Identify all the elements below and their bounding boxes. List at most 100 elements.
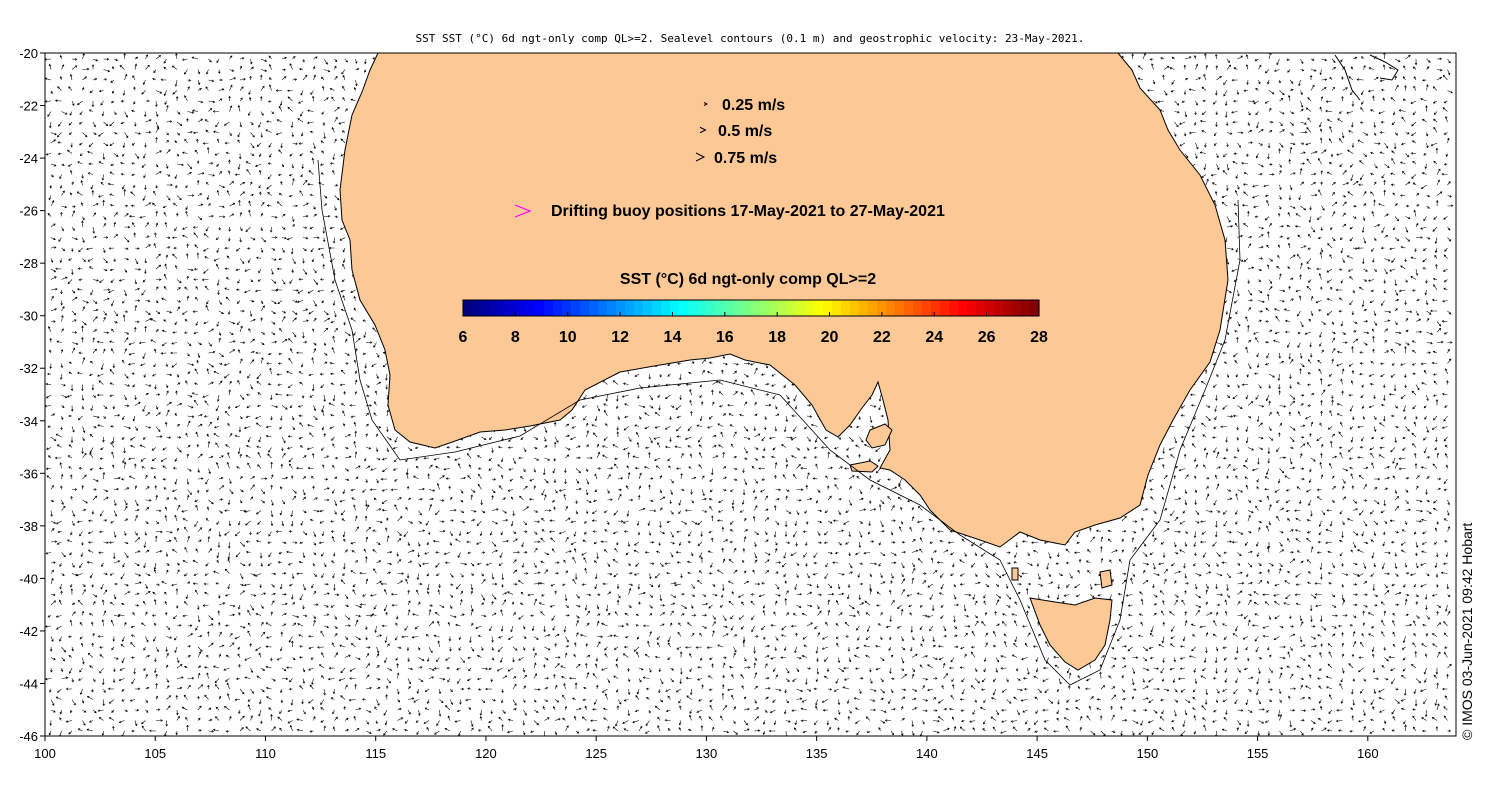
velocity-legend-arrow-icon <box>699 126 707 134</box>
buoy-legend: Drifting buoy positions 17-May-2021 to 2… <box>514 203 945 220</box>
colorbar-cell <box>985 300 995 316</box>
colorbar-cell <box>1012 300 1022 316</box>
colorbar-cell <box>778 300 788 316</box>
colorbar-cell <box>706 300 716 316</box>
colorbar-tick-label: 26 <box>978 329 996 346</box>
colorbar-cell <box>679 300 689 316</box>
y-tick-label: -30 <box>19 309 38 324</box>
buoy-legend-label: Drifting buoy positions 17-May-2021 to 2… <box>551 203 945 220</box>
sst-colorbar: SST (°C) 6d ngt-only comp QL>=2 6 8 10 12 14… <box>459 271 1048 346</box>
colorbar-scale <box>463 300 1040 316</box>
colorbar-cell <box>607 300 617 316</box>
colorbar-cell <box>832 300 842 316</box>
x-tick-label: 100 <box>34 746 56 761</box>
x-tick-label: 105 <box>144 746 166 761</box>
king-island <box>1011 567 1019 581</box>
colorbar-tick-label: 22 <box>873 329 891 346</box>
x-tick-label: 120 <box>475 746 497 761</box>
colorbar-frame <box>462 299 1040 317</box>
colorbar-label: SST (°C) 6d ngt-only comp QL>=2 <box>620 271 876 288</box>
colorbar-cell <box>814 300 824 316</box>
colorbar-tick-label: 10 <box>559 329 577 346</box>
colorbar-cell <box>904 300 914 316</box>
colorbar-tick-label: 24 <box>925 329 943 346</box>
y-tick-label: -22 <box>19 99 38 114</box>
colorbar-cell <box>571 300 581 316</box>
plot-frame <box>44 52 1457 737</box>
colorbar-cell <box>697 300 707 316</box>
colorbar-tick-label: 20 <box>821 329 839 346</box>
colorbar-cell <box>949 300 959 316</box>
y-tick-label: -32 <box>19 361 38 376</box>
colorbar-cell <box>994 300 1004 316</box>
colorbar-cell <box>472 300 482 316</box>
colorbar-cell <box>733 300 743 316</box>
colorbar-cell <box>724 300 734 316</box>
colorbar-cell <box>769 300 779 316</box>
colorbar-cell <box>886 300 896 316</box>
y-tick-label: -28 <box>19 256 38 271</box>
y-tick-label: -42 <box>19 624 38 639</box>
colorbar-cell <box>976 300 986 316</box>
x-tick-label: 145 <box>1026 746 1048 761</box>
colorbar-tick-label: 6 <box>459 329 468 346</box>
x-tick-label: 155 <box>1247 746 1269 761</box>
colorbar-cell <box>517 300 527 316</box>
colorbar-cell <box>490 300 500 316</box>
colorbar-cell <box>634 300 644 316</box>
colorbar-cell <box>481 300 491 316</box>
x-tick-label: 135 <box>806 746 828 761</box>
velocity-legend-label: 0.25 m/s <box>722 97 785 114</box>
colorbar-tick-label: 8 <box>511 329 520 346</box>
colorbar-cell <box>1003 300 1013 316</box>
colorbar-cell <box>661 300 671 316</box>
colorbar-tick-label: 16 <box>716 329 734 346</box>
velocity-legend-label: 0.5 m/s <box>718 123 772 140</box>
colorbar-cell <box>499 300 509 316</box>
velocity-legend-arrow-icon <box>695 152 706 162</box>
velocity-legend-label: 0.75 m/s <box>714 150 777 167</box>
x-tick-label: 110 <box>255 746 276 761</box>
y-tick-label: -40 <box>19 571 38 586</box>
y-tick-label: -20 <box>19 46 38 61</box>
colorbar-cell <box>670 300 680 316</box>
colorbar-cell <box>796 300 806 316</box>
colorbar-cell <box>508 300 518 316</box>
colorbar-cell <box>958 300 968 316</box>
y-tick-label: -24 <box>19 151 38 166</box>
tasmania-landmass <box>1029 597 1113 671</box>
kangaroo-island <box>849 460 879 473</box>
y-axis: -20 -22 -24 -26 -28 -30 -32 -34 -36 -38 -40 -42 -44 -… <box>19 46 45 744</box>
colorbar-tick-label: 12 <box>611 329 629 346</box>
map-title: SST SST (°C) 6d ngt-only comp QL>=2. Sea… <box>415 32 1085 45</box>
colorbar-cell <box>553 300 563 316</box>
colorbar-tick-label: 14 <box>664 329 682 346</box>
colorbar-cell <box>652 300 662 316</box>
colorbar-cell <box>805 300 815 316</box>
colorbar-cell <box>859 300 869 316</box>
x-tick-label: 115 <box>365 746 386 761</box>
colorbar-tick-label: 18 <box>768 329 786 346</box>
colorbar-cell <box>967 300 977 316</box>
velocity-legend: 0.25 m/s 0.5 m/s 0.75 m/s <box>695 97 785 167</box>
colorbar-cell <box>895 300 905 316</box>
y-tick-label: -26 <box>19 204 38 219</box>
x-tick-label: 125 <box>585 746 607 761</box>
x-tick-label: 130 <box>696 746 718 761</box>
y-tick-label: -36 <box>19 466 38 481</box>
colorbar-cell <box>643 300 653 316</box>
colorbar-cell <box>1030 300 1040 316</box>
flinders-island <box>1099 569 1113 589</box>
y-tick-label: -34 <box>19 414 38 429</box>
colorbar-cell <box>931 300 941 316</box>
colorbar-cell <box>751 300 761 316</box>
colorbar-cell <box>463 300 473 316</box>
colorbar-cell <box>823 300 833 316</box>
x-tick-label: 140 <box>916 746 938 761</box>
colorbar-cell <box>1021 300 1031 316</box>
colorbar-cell <box>688 300 698 316</box>
colorbar-cell <box>625 300 635 316</box>
y-tick-label: -46 <box>19 729 38 744</box>
x-tick-label: 150 <box>1136 746 1158 761</box>
colorbar-cell <box>598 300 608 316</box>
